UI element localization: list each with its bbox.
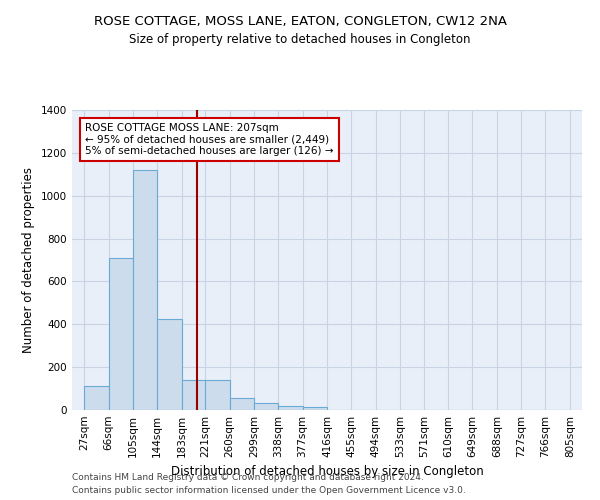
Bar — [254, 403, 278, 410]
Text: ROSE COTTAGE MOSS LANE: 207sqm
← 95% of detached houses are smaller (2,449)
5% o: ROSE COTTAGE MOSS LANE: 207sqm ← 95% of … — [85, 123, 334, 156]
Bar — [84, 386, 109, 410]
X-axis label: Distribution of detached houses by size in Congleton: Distribution of detached houses by size … — [170, 466, 484, 478]
Text: Contains public sector information licensed under the Open Government Licence v3: Contains public sector information licen… — [72, 486, 466, 495]
Bar — [109, 258, 133, 410]
Bar — [278, 406, 302, 410]
Text: Contains HM Land Registry data © Crown copyright and database right 2024.: Contains HM Land Registry data © Crown c… — [72, 474, 424, 482]
Bar — [133, 170, 157, 410]
Bar — [157, 319, 182, 410]
Y-axis label: Number of detached properties: Number of detached properties — [22, 167, 35, 353]
Bar — [182, 380, 206, 410]
Bar — [230, 398, 254, 410]
Bar — [205, 380, 230, 410]
Bar — [302, 407, 327, 410]
Text: ROSE COTTAGE, MOSS LANE, EATON, CONGLETON, CW12 2NA: ROSE COTTAGE, MOSS LANE, EATON, CONGLETO… — [94, 15, 506, 28]
Text: Size of property relative to detached houses in Congleton: Size of property relative to detached ho… — [129, 32, 471, 46]
